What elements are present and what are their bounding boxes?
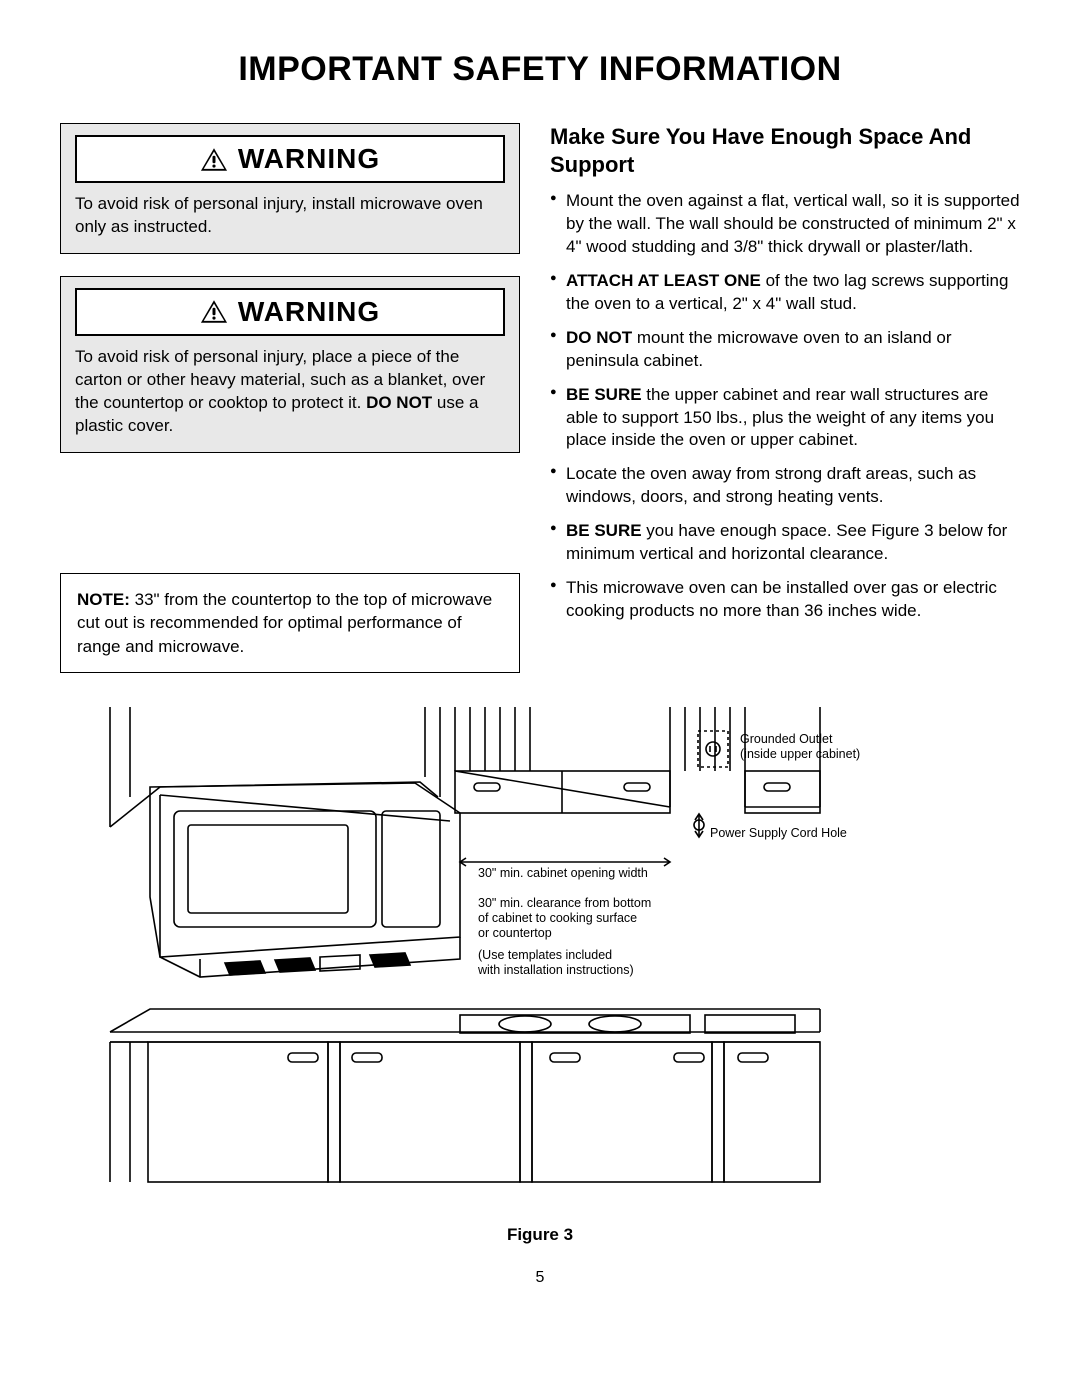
warning-body-2: To avoid risk of personal injury, place … (75, 346, 505, 438)
bullet-item: This microwave oven can be installed ove… (550, 577, 1020, 623)
page-number: 5 (60, 1269, 1020, 1287)
warning-triangle-icon (200, 299, 228, 324)
label-outlet-2: (inside upper cabinet) (740, 747, 860, 761)
note-text: 33" from the countertop to the top of mi… (77, 590, 492, 656)
bullet-item: BE SURE the upper cabinet and rear wall … (550, 384, 1020, 453)
space-support-heading: Make Sure You Have Enough Space And Supp… (550, 123, 1020, 178)
warning-label-1: WARNING (238, 143, 380, 175)
note-label: NOTE: (77, 590, 130, 609)
warning-box-1: WARNING To avoid risk of personal injury… (60, 123, 520, 254)
label-templates-2: with installation instructions) (477, 963, 634, 977)
warning-box-2: WARNING To avoid risk of personal injury… (60, 276, 520, 453)
bullet-item: Locate the oven away from strong draft a… (550, 463, 1020, 509)
bullet-item: Mount the oven against a flat, vertical … (550, 190, 1020, 259)
note-box: NOTE: 33" from the countertop to the top… (60, 573, 520, 673)
bullet-list: Mount the oven against a flat, vertical … (550, 190, 1020, 623)
bullet-item: ATTACH AT LEAST ONE of the two lag screw… (550, 270, 1020, 316)
figure-3-diagram: Grounded Outlet (inside upper cabinet) P… (60, 707, 1020, 1217)
warning-header-1: WARNING (75, 135, 505, 183)
figure-caption: Figure 3 (60, 1225, 1020, 1245)
label-outlet-1: Grounded Outlet (740, 732, 833, 746)
label-cord-hole: Power Supply Cord Hole (710, 826, 847, 840)
warning-triangle-icon (200, 147, 228, 172)
page-title: IMPORTANT SAFETY INFORMATION (60, 50, 1020, 89)
warning2-bold: DO NOT (366, 393, 432, 412)
label-clearance-2: of cabinet to cooking surface (478, 911, 637, 925)
label-templates-1: (Use templates included (478, 948, 612, 962)
warning-body-1: To avoid risk of personal injury, instal… (75, 193, 505, 239)
bullet-item: BE SURE you have enough space. See Figur… (550, 520, 1020, 566)
label-cab-width: 30" min. cabinet opening width (478, 866, 648, 880)
bullet-item: DO NOT mount the microwave oven to an is… (550, 327, 1020, 373)
warning-header-2: WARNING (75, 288, 505, 336)
label-clearance-3: or countertop (478, 926, 552, 940)
label-clearance-1: 30" min. clearance from bottom (478, 896, 651, 910)
warning-label-2: WARNING (238, 296, 380, 328)
